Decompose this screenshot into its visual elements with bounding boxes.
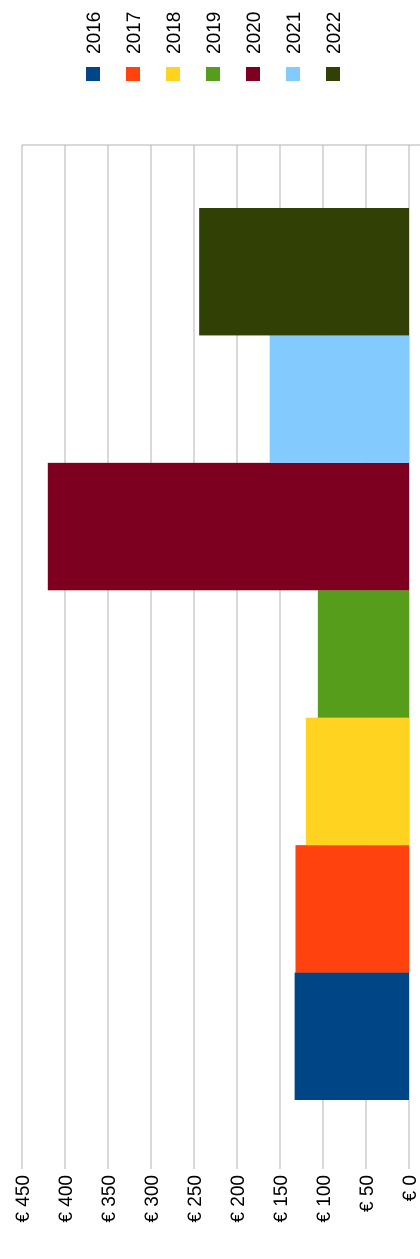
legend-label-2021: 2021 [284, 12, 305, 54]
bar-2018 [305, 717, 409, 846]
legend-label-2016: 2016 [84, 12, 105, 54]
bar-2016 [294, 972, 409, 1100]
legend-label-2020: 2020 [244, 12, 265, 54]
legend-swatch-2018 [166, 67, 180, 81]
tick-label: € 350 [99, 1175, 120, 1223]
tick-label: € 150 [271, 1175, 292, 1223]
tick-label: € 250 [185, 1175, 206, 1223]
legend-swatch-2019 [206, 67, 220, 81]
legend-label-2017: 2017 [124, 12, 145, 54]
bar-2017 [295, 845, 409, 973]
legend: 2016 2017 2018 2019 2020 2021 2022 [84, 12, 345, 81]
legend-swatch-2017 [126, 67, 140, 81]
legend-swatch-2022 [326, 67, 340, 81]
tick-label: € 300 [142, 1175, 163, 1223]
tick-label: € 450 [13, 1175, 34, 1223]
bar-2022 [199, 208, 409, 336]
bars [47, 208, 410, 1100]
bar-2020 [47, 462, 410, 591]
legend-swatch-2020 [246, 67, 260, 81]
legend-label-2019: 2019 [204, 12, 225, 54]
value-axis: € 0 € 50 € 100 € 150 € 200 € 250 € 300 € 350 € 4… [13, 1163, 420, 1223]
tick-label: € 200 [228, 1175, 249, 1223]
legend-label-2018: 2018 [164, 12, 185, 54]
bar-2019 [317, 590, 409, 718]
legend-label-2022: 2022 [324, 12, 345, 54]
legend-swatch-2016 [86, 67, 100, 81]
tick-label: € 100 [314, 1175, 335, 1223]
tick-label: € 0 [400, 1175, 420, 1201]
legend-swatch-2021 [286, 67, 300, 81]
tick-label: € 400 [56, 1175, 77, 1223]
bar-2021 [269, 335, 409, 463]
tick-label: € 50 [357, 1175, 378, 1212]
